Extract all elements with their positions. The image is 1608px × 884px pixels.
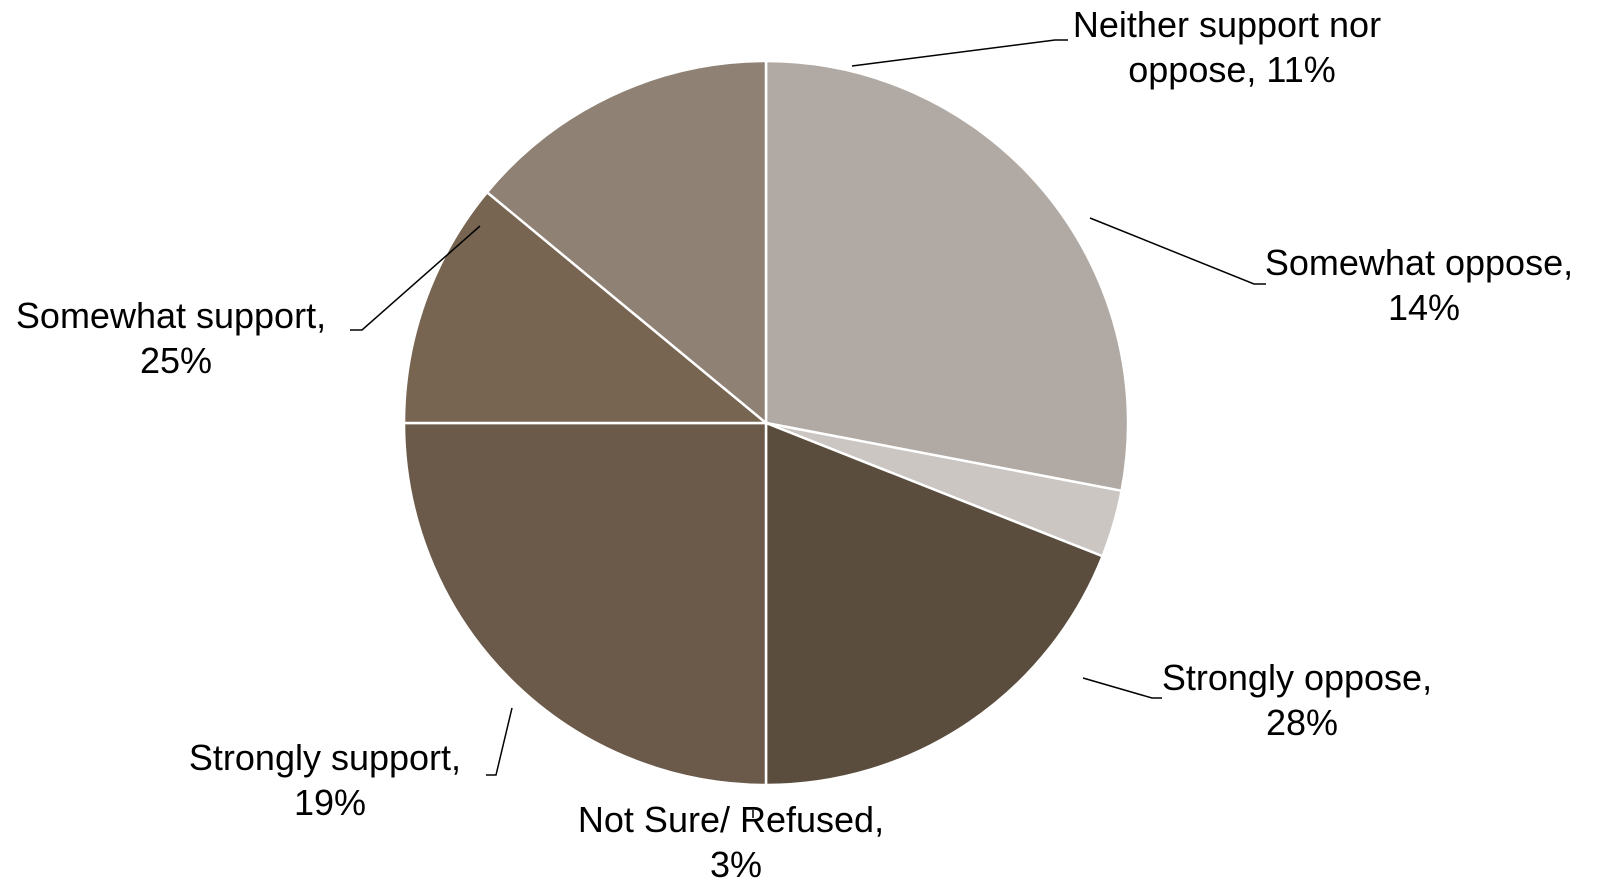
label-strongly-oppose-line2: 28%: [1266, 702, 1338, 743]
label-not-sure: Not Sure/ Refused, 3%: [578, 799, 894, 884]
label-strongly-oppose: Strongly oppose, 28%: [1162, 657, 1442, 743]
label-strongly-support-line1: Strongly support,: [189, 737, 461, 778]
leader-line-somewhat-oppose: [1089, 217, 1266, 285]
pie-slices: [402, 59, 1130, 787]
label-somewhat-oppose: Somewhat oppose, 14%: [1265, 242, 1583, 328]
leader-line-somewhat-support: [350, 225, 481, 331]
leader-line-neither: [851, 39, 1068, 67]
leader-line-strongly-support: [486, 707, 513, 776]
label-strongly-oppose-line1: Strongly oppose,: [1162, 657, 1432, 698]
label-neither-line1: Neither support nor: [1073, 4, 1381, 45]
label-neither: Neither support nor oppose, 11%: [1073, 4, 1391, 90]
label-strongly-support: Strongly support, 19%: [189, 737, 471, 823]
label-somewhat-oppose-line1: Somewhat oppose,: [1265, 242, 1573, 283]
label-somewhat-oppose-line2: 14%: [1388, 287, 1460, 328]
label-somewhat-support-line2: 25%: [140, 340, 212, 381]
label-strongly-support-line2: 19%: [294, 782, 366, 823]
label-not-sure-line1: Not Sure/ Refused,: [578, 799, 884, 840]
slice-labels: Strongly oppose, 28% Not Sure/ Refused, …: [16, 4, 1583, 884]
leader-lines: [350, 39, 1266, 818]
pie-slice-strongly-oppose: [764, 59, 1130, 493]
pie-slice-neither-support-nor-oppose: [402, 190, 770, 425]
label-somewhat-support: Somewhat support, 25%: [16, 295, 336, 381]
label-neither-line2: oppose, 11%: [1128, 49, 1336, 90]
pie-slice-somewhat-support: [402, 421, 768, 787]
leader-line-strongly-oppose: [1082, 677, 1162, 699]
label-not-sure-line2: 3%: [710, 844, 762, 884]
pie-slice-strongly-support: [764, 421, 1105, 787]
pie-slice-somewhat-oppose: [485, 59, 768, 426]
label-somewhat-support-line1: Somewhat support,: [16, 295, 326, 336]
